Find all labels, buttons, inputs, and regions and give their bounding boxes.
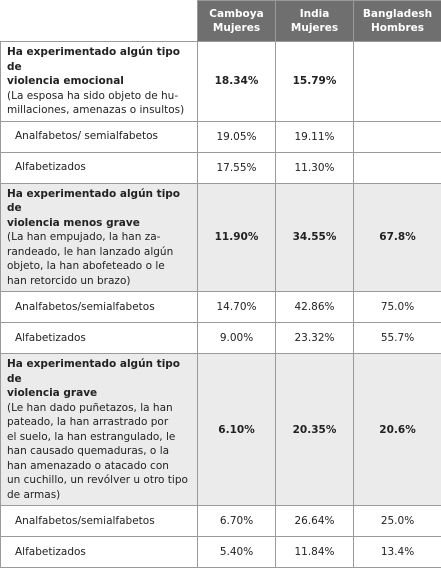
column-header: Bangladesh Hombres xyxy=(354,1,441,42)
row-label: Analfabetos/semialfabetos xyxy=(1,292,198,323)
row-label: Analfabetos/ semialfabetos xyxy=(1,121,198,152)
value-cell: 18.34% xyxy=(198,42,276,122)
value-cell: 23.32% xyxy=(276,323,354,354)
header-blank xyxy=(1,1,198,42)
value-cell: 11.84% xyxy=(276,537,354,568)
value-cell: 34.55% xyxy=(276,183,354,292)
value-cell: 17.55% xyxy=(198,152,276,183)
value-cell: 13.4% xyxy=(354,537,441,568)
value-cell: 9.00% xyxy=(198,323,276,354)
value-cell: 20.6% xyxy=(354,354,441,506)
row-label: Analfabetos/semialfabetos xyxy=(1,506,198,537)
value-cell: 55.7% xyxy=(354,323,441,354)
section-description: han causado quemaduras, o la xyxy=(7,444,191,459)
value-cell: 26.64% xyxy=(276,506,354,537)
section-description: pateado, la han arrastrado por xyxy=(7,415,191,430)
value-cell xyxy=(354,152,441,183)
value-cell: 75.0% xyxy=(354,292,441,323)
section-description: el suelo, la han estrangulado, le xyxy=(7,430,191,445)
value-cell: 25.0% xyxy=(354,506,441,537)
section-description: de armas) xyxy=(7,488,191,503)
value-cell: 20.35% xyxy=(276,354,354,506)
value-cell: 11.30% xyxy=(276,152,354,183)
row-label: Alfabetizados xyxy=(1,537,198,568)
section-title: violencia grave xyxy=(7,386,191,401)
column-header: Camboya Mujeres xyxy=(198,1,276,42)
section-title: Ha experimentado algún tipo de xyxy=(7,45,191,74)
section-title: violencia menos grave xyxy=(7,216,191,231)
section-description: randeado, le han lanzado algún xyxy=(7,245,191,260)
section-title: Ha experimentado algún tipo de xyxy=(7,357,191,386)
section-description: un cuchillo, un revólver u otro tipo xyxy=(7,473,191,488)
value-cell: 15.79% xyxy=(276,42,354,122)
section-title: violencia emocional xyxy=(7,74,191,89)
row-label: Alfabetizados xyxy=(1,323,198,354)
value-cell: 19.11% xyxy=(276,121,354,152)
section-title: Ha experimentado algún tipo de xyxy=(7,187,191,216)
section-description: objeto, la han abofeteado o le xyxy=(7,259,191,274)
row-label: Alfabetizados xyxy=(1,152,198,183)
section-description: (La han empujado, la han za- xyxy=(7,230,191,245)
section-description: (Le han dado puñetazos, la han xyxy=(7,401,191,416)
value-cell: 19.05% xyxy=(198,121,276,152)
section-description: han retorcido un brazo) xyxy=(7,274,191,289)
value-cell xyxy=(354,42,441,122)
value-cell: 5.40% xyxy=(198,537,276,568)
value-cell: 6.70% xyxy=(198,506,276,537)
value-cell: 67.8% xyxy=(354,183,441,292)
value-cell xyxy=(354,121,441,152)
value-cell: 14.70% xyxy=(198,292,276,323)
value-cell: 11.90% xyxy=(198,183,276,292)
value-cell: 42.86% xyxy=(276,292,354,323)
section-description: millaciones, amenazas o insultos) xyxy=(7,103,191,118)
section-description: han amenazado o atacado con xyxy=(7,459,191,474)
column-header: India Mujeres xyxy=(276,1,354,42)
section-description: (La esposa ha sido objeto de hu- xyxy=(7,89,191,104)
value-cell: 6.10% xyxy=(198,354,276,506)
